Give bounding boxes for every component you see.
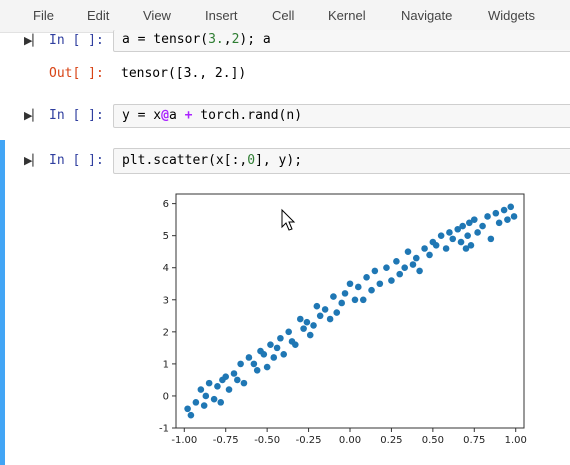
code-text: a = tensor(3.,2); a — [122, 32, 271, 47]
cell-output: tensor([3., 2.]) — [121, 66, 247, 81]
code-cell-1[interactable]: ▶▏ In [ ]: a = tensor(3.,2); a Out[ ]: t… — [0, 30, 570, 90]
menu-navigate[interactable]: Navigate — [401, 8, 453, 23]
code-input[interactable]: plt.scatter(x[:,0], y); — [113, 148, 570, 174]
menu-edit[interactable]: Edit — [87, 8, 110, 23]
menu-widgets[interactable]: Widgets — [488, 8, 535, 23]
menu-bar: File Edit View Insert Cell Kernel Naviga… — [0, 0, 570, 33]
output-prompt: Out[ ]: — [49, 66, 104, 81]
menu-view[interactable]: View — [143, 8, 171, 23]
menu-kernel[interactable]: Kernel — [328, 8, 366, 23]
code-cell-2[interactable]: ▶▏ In [ ]: y = x@a + torch.rand(n) — [0, 100, 570, 132]
run-cell-icon[interactable]: ▶▏ — [24, 154, 41, 167]
run-cell-icon[interactable]: ▶▏ — [24, 109, 41, 122]
input-prompt: In [ ]: — [49, 108, 104, 123]
code-input[interactable]: y = x@a + torch.rand(n) — [113, 104, 570, 128]
menu-file[interactable]: File — [33, 8, 54, 23]
menu-insert[interactable]: Insert — [205, 8, 238, 23]
code-text: y = x@a + torch.rand(n) — [122, 108, 303, 123]
code-text: plt.scatter(x[:,0], y); — [122, 153, 303, 168]
menu-cell[interactable]: Cell — [272, 8, 295, 23]
code-input[interactable]: a = tensor(3.,2); a — [113, 30, 570, 52]
input-prompt: In [ ]: — [49, 33, 104, 48]
run-cell-icon[interactable]: ▶▏ — [24, 34, 41, 47]
input-prompt: In [ ]: — [49, 153, 104, 168]
code-cell-3[interactable]: ▶▏ In [ ]: plt.scatter(x[:,0], y); — [0, 140, 570, 465]
